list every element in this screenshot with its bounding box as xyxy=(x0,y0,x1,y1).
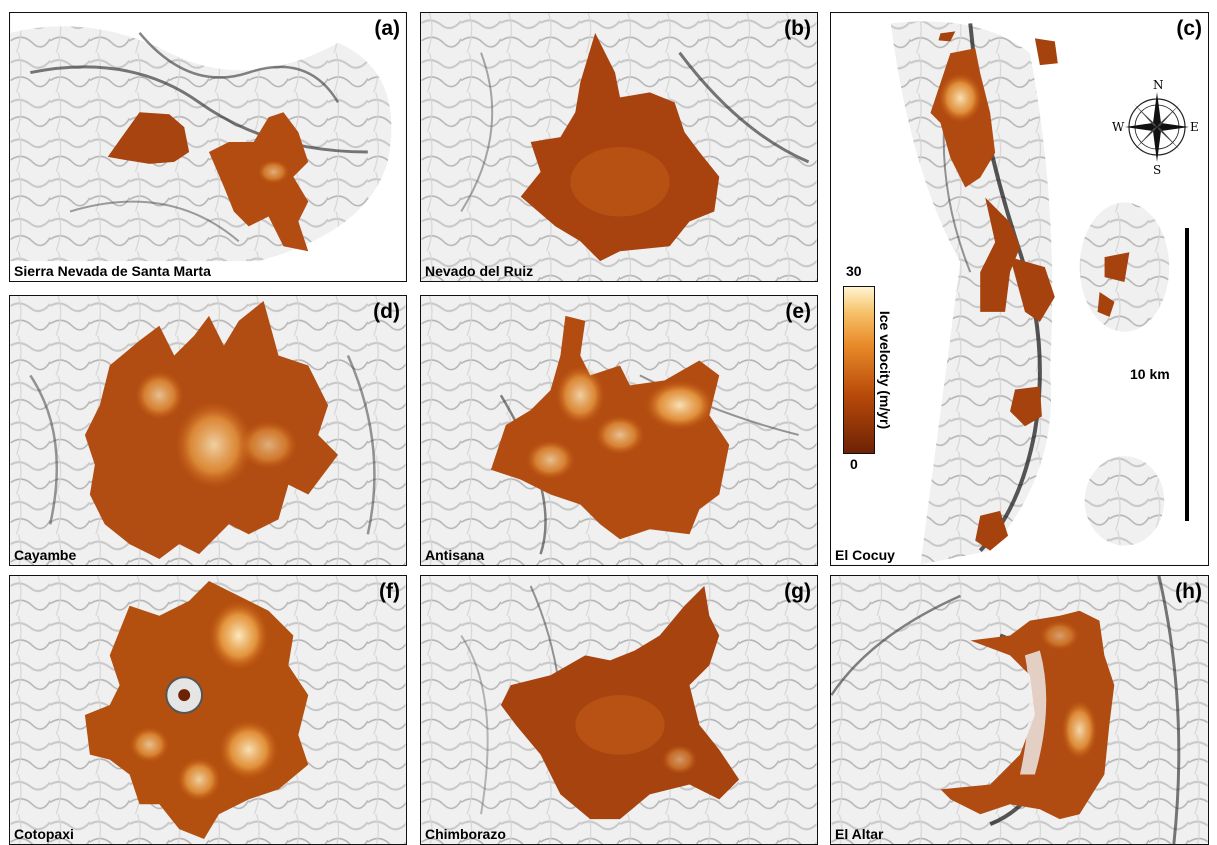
relief-map-e xyxy=(421,296,817,565)
site-name: Cotopaxi xyxy=(14,826,74,842)
site-name: Antisana xyxy=(425,547,485,563)
panel-label: (e) xyxy=(785,300,811,323)
panel-label: (g) xyxy=(784,580,811,603)
relief-map-b xyxy=(421,13,817,281)
site-name: Chimborazo xyxy=(425,826,506,842)
panel-h: (h) El Altar xyxy=(830,575,1209,845)
compass-north: N xyxy=(1153,78,1164,92)
site-name: Cayambe xyxy=(14,547,77,563)
relief-map-g xyxy=(421,576,817,844)
compass-west: W xyxy=(1112,120,1125,134)
panel-b: (b) Nevado del Ruiz xyxy=(420,12,818,282)
panel-label: (c) xyxy=(1176,17,1202,40)
site-name: Sierra Nevada de Santa Marta xyxy=(14,263,211,279)
colorbar-min-label: 0 xyxy=(850,456,858,472)
site-name: El Cocuy xyxy=(835,547,895,563)
panel-f: (f) Cotopaxi xyxy=(9,575,407,845)
compass-east: E xyxy=(1190,120,1199,134)
colorbar-title: Ice velocity (m/yr) xyxy=(877,310,893,430)
relief-map-d xyxy=(10,296,406,565)
colorbar-max-label: 30 xyxy=(846,263,862,279)
compass-south: S xyxy=(1153,163,1161,176)
panel-c: (c) El Cocuy xyxy=(830,12,1209,566)
site-name: Nevado del Ruiz xyxy=(425,263,534,279)
compass-rose-icon: N S W E xyxy=(1112,78,1199,176)
panel-e: (e) Antisana xyxy=(420,295,818,566)
panel-label: (h) xyxy=(1175,580,1202,603)
panel-a: (a) Sierra Nevada de Santa Marta xyxy=(9,12,407,282)
relief-map-a xyxy=(10,13,406,281)
scale-bar-label: 10 km xyxy=(1130,366,1170,382)
relief-map-h xyxy=(831,576,1208,844)
panel-label: (a) xyxy=(374,17,400,40)
site-name: El Altar xyxy=(835,826,884,842)
relief-map-f xyxy=(10,576,406,844)
panel-label: (b) xyxy=(784,17,811,40)
panel-label: (d) xyxy=(373,300,400,323)
scale-bar xyxy=(1185,228,1189,521)
panel-d: (d) Cayambe xyxy=(9,295,407,566)
panel-g: (g) Chimborazo xyxy=(420,575,818,845)
panel-label: (f) xyxy=(379,580,400,603)
ice-velocity-colorbar xyxy=(843,286,875,454)
relief-map-c xyxy=(831,13,1208,565)
